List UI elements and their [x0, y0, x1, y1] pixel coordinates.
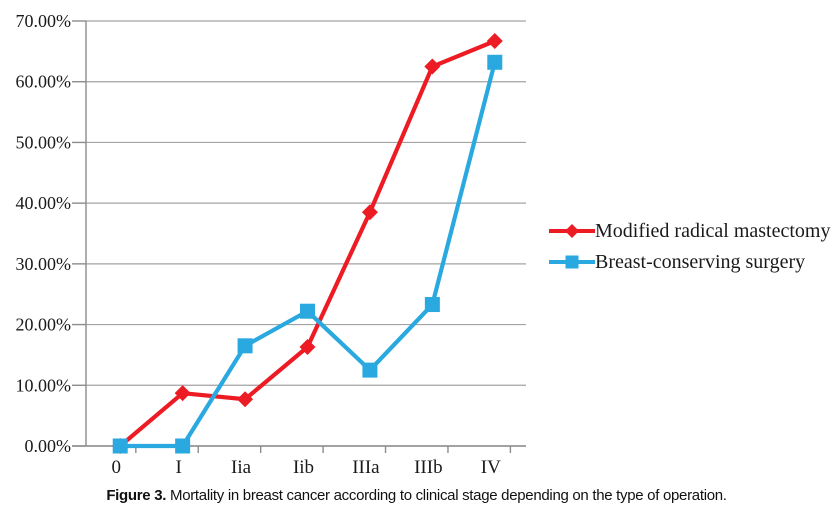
data-point-marker: [361, 204, 378, 221]
data-point-marker: [424, 297, 440, 313]
figure-caption: Figure 3. Mortality in breast cancer acc…: [0, 487, 833, 504]
data-point-marker: [175, 438, 191, 454]
figure-caption-number: Figure 3.: [106, 487, 167, 504]
y-tick-label: 0.00%: [25, 436, 72, 456]
series-square: [112, 54, 503, 454]
mortality-line-chart: 0.00% 10.00% 20.00% 30.00% 40.00% 50.00% 60.00…: [16, 11, 526, 478]
data-point-marker: [112, 438, 128, 454]
series-line: [118, 60, 497, 449]
legend-square-swatch: [549, 255, 595, 269]
y-tick-label: 60.00%: [16, 72, 72, 92]
x-tick-label: Iib: [293, 457, 314, 478]
legend-label: Breast-conserving surgery: [595, 251, 806, 273]
y-tick-label: 30.00%: [16, 254, 72, 274]
data-point-marker: [174, 385, 191, 402]
legend-item: Modified radical mastectomy: [549, 221, 830, 241]
x-tick-label: Iia: [231, 457, 252, 478]
legend-label: Modified radical mastectomy: [595, 220, 831, 242]
x-tick-label: 0: [111, 457, 121, 478]
x-tick-label: I: [175, 457, 181, 478]
data-point-marker: [362, 362, 378, 378]
x-tick-label: IV: [481, 457, 501, 478]
data-point-marker: [237, 338, 253, 354]
data-point-marker: [487, 54, 503, 70]
x-tick-label: IIIb: [414, 457, 442, 478]
x-tick-label: IIIa: [352, 457, 380, 478]
chart-legend: Modified radical mastectomy Breast-conser…: [549, 221, 830, 272]
y-tick-label: 70.00%: [16, 11, 72, 31]
data-point-marker: [300, 303, 315, 319]
legend-item: Breast-conserving surgery: [549, 252, 830, 272]
data-point-marker: [424, 58, 441, 75]
y-tick-label: 50.00%: [16, 132, 72, 152]
data-point-marker: [299, 339, 316, 356]
data-point-marker: [486, 33, 503, 50]
y-tick-label: 40.00%: [16, 193, 72, 213]
data-point-marker: [237, 391, 254, 408]
figure-caption-text: Mortality in breast cancer according to …: [166, 487, 727, 504]
series-diamond: [112, 33, 503, 454]
y-tick-label: 20.00%: [16, 315, 72, 335]
legend-diamond-swatch: [549, 224, 595, 238]
y-tick-label: 10.00%: [16, 375, 72, 395]
